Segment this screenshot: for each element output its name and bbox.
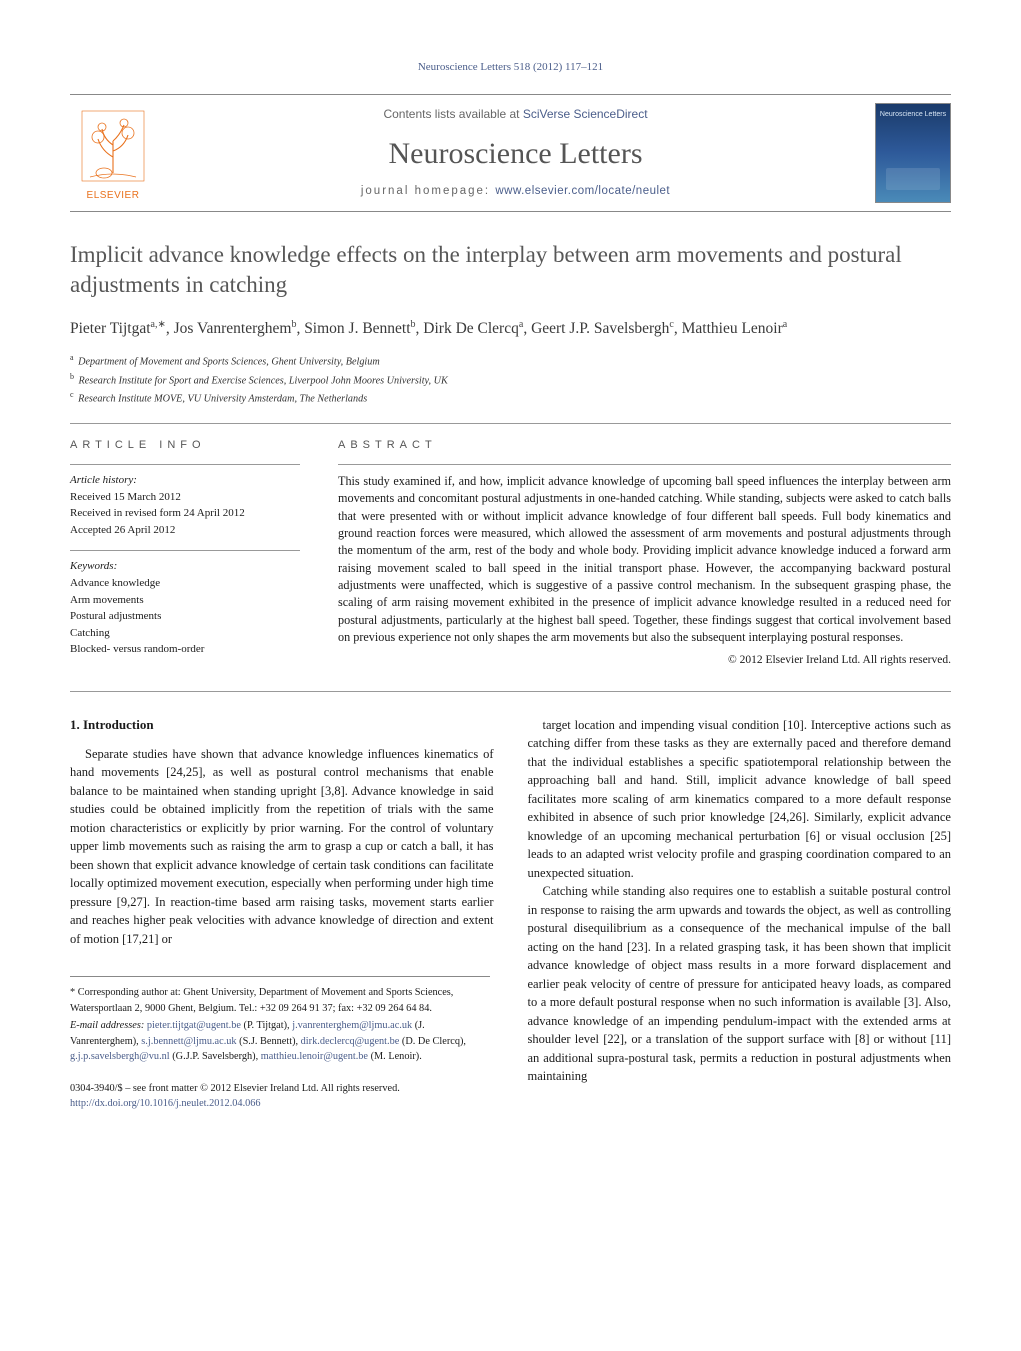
journal-ref-issue: 518 (2012) 117–121 bbox=[511, 61, 603, 73]
author: Dirk De Clercqa bbox=[423, 320, 523, 337]
corresponding-author-note: * Corresponding author at: Ghent Univers… bbox=[70, 985, 490, 1016]
email-link[interactable]: matthieu.lenoir@ugent.be bbox=[261, 1051, 368, 1062]
email-addresses: E-mail addresses: pieter.tijtgat@ugent.b… bbox=[70, 1018, 490, 1064]
abstract-heading: abstract bbox=[338, 438, 951, 454]
affiliation: c Research Institute MOVE, VU University… bbox=[70, 389, 951, 407]
email-link[interactable]: g.j.p.savelsbergh@vu.nl bbox=[70, 1051, 170, 1062]
article-info-heading: article info bbox=[70, 438, 300, 454]
author-list: Pieter Tijtgata,∗, Jos Vanrenterghemb, S… bbox=[70, 318, 951, 341]
affiliation: b Research Institute for Sport and Exerc… bbox=[70, 371, 951, 389]
author: Pieter Tijtgata,∗ bbox=[70, 320, 166, 337]
email-link[interactable]: j.vanrenterghem@ljmu.ac.uk bbox=[292, 1020, 412, 1031]
cover-image: Neuroscience Letters bbox=[875, 103, 951, 203]
body-two-columns: 1. Introduction Separate studies have sh… bbox=[70, 716, 951, 1112]
elsevier-tree-icon bbox=[78, 107, 148, 185]
publisher-logo: ELSEVIER bbox=[70, 95, 170, 211]
keyword: Advance knowledge bbox=[70, 575, 300, 592]
keyword: Postural adjustments bbox=[70, 608, 300, 625]
info-abstract-row: article info Article history: Received 1… bbox=[70, 438, 951, 669]
body-paragraph: Separate studies have shown that advance… bbox=[70, 745, 494, 949]
affiliation: a Department of Movement and Sports Scie… bbox=[70, 352, 951, 370]
author: Matthieu Lenoira bbox=[682, 320, 788, 337]
email-label: E-mail addresses: bbox=[70, 1020, 147, 1031]
email-link[interactable]: pieter.tijtgat@ugent.be bbox=[147, 1020, 241, 1031]
masthead: ELSEVIER Contents lists available at Sci… bbox=[70, 94, 951, 212]
article-info-column: article info Article history: Received 1… bbox=[70, 438, 300, 669]
author: Jos Vanrenterghemb bbox=[174, 320, 297, 337]
footnotes: * Corresponding author at: Ghent Univers… bbox=[70, 976, 490, 1064]
divider bbox=[70, 423, 951, 424]
keyword: Arm movements bbox=[70, 592, 300, 609]
abstract-column: abstract This study examined if, and how… bbox=[338, 438, 951, 669]
divider bbox=[70, 691, 951, 692]
abstract-text: This study examined if, and how, implici… bbox=[338, 473, 951, 646]
journal-cover-thumb: Neuroscience Letters bbox=[861, 95, 951, 211]
author: Simon J. Bennettb bbox=[304, 320, 415, 337]
journal-name: Neuroscience Letters bbox=[178, 132, 853, 176]
history-label: Article history: bbox=[70, 473, 300, 489]
keyword: Catching bbox=[70, 625, 300, 642]
journal-homepage-line: journal homepage: www.elsevier.com/locat… bbox=[178, 183, 853, 200]
abstract-copyright: © 2012 Elsevier Ireland Ltd. All rights … bbox=[338, 652, 951, 669]
contents-prefix: Contents lists available at bbox=[383, 107, 522, 121]
history-lines: Received 15 March 2012 Received in revis… bbox=[70, 489, 300, 539]
masthead-center: Contents lists available at SciVerse Sci… bbox=[170, 95, 861, 211]
article-page: Neuroscience Letters 518 (2012) 117–121 … bbox=[0, 0, 1021, 1152]
homepage-label: journal homepage: bbox=[361, 185, 495, 197]
history-line: Received 15 March 2012 bbox=[70, 489, 300, 506]
journal-ref-name: Neuroscience Letters bbox=[418, 61, 511, 73]
publisher-name: ELSEVIER bbox=[87, 189, 140, 204]
homepage-link[interactable]: www.elsevier.com/locate/neulet bbox=[495, 185, 670, 197]
journal-ref-link[interactable]: Neuroscience Letters bbox=[418, 61, 511, 73]
keywords-list: Advance knowledge Arm movements Postural… bbox=[70, 575, 300, 658]
body-paragraph: Catching while standing also requires on… bbox=[528, 882, 952, 1086]
email-link[interactable]: s.j.bennett@ljmu.ac.uk bbox=[141, 1036, 236, 1047]
divider bbox=[338, 464, 951, 465]
article-title: Implicit advance knowledge effects on th… bbox=[70, 240, 951, 300]
cover-title: Neuroscience Letters bbox=[876, 110, 950, 120]
body-paragraph: target location and impending visual con… bbox=[528, 716, 952, 883]
copyright-footer: 0304-3940/$ – see front matter © 2012 El… bbox=[70, 1082, 494, 1112]
keyword: Blocked- versus random-order bbox=[70, 641, 300, 658]
contents-available-line: Contents lists available at SciVerse Sci… bbox=[178, 106, 853, 123]
sciencedirect-link[interactable]: SciVerse ScienceDirect bbox=[523, 107, 648, 121]
doi-link[interactable]: http://dx.doi.org/10.1016/j.neulet.2012.… bbox=[70, 1098, 261, 1109]
section-heading: 1. Introduction bbox=[70, 716, 494, 735]
front-matter-line: 0304-3940/$ – see front matter © 2012 El… bbox=[70, 1082, 494, 1097]
history-line: Accepted 26 April 2012 bbox=[70, 522, 300, 539]
divider bbox=[70, 550, 300, 551]
keywords-label: Keywords: bbox=[70, 559, 300, 575]
journal-reference: Neuroscience Letters 518 (2012) 117–121 bbox=[70, 60, 951, 76]
history-line: Received in revised form 24 April 2012 bbox=[70, 505, 300, 522]
email-link[interactable]: dirk.declercq@ugent.be bbox=[301, 1036, 400, 1047]
affiliations: a Department of Movement and Sports Scie… bbox=[70, 352, 951, 407]
author: Geert J.P. Savelsberghc bbox=[531, 320, 674, 337]
divider bbox=[70, 464, 300, 465]
